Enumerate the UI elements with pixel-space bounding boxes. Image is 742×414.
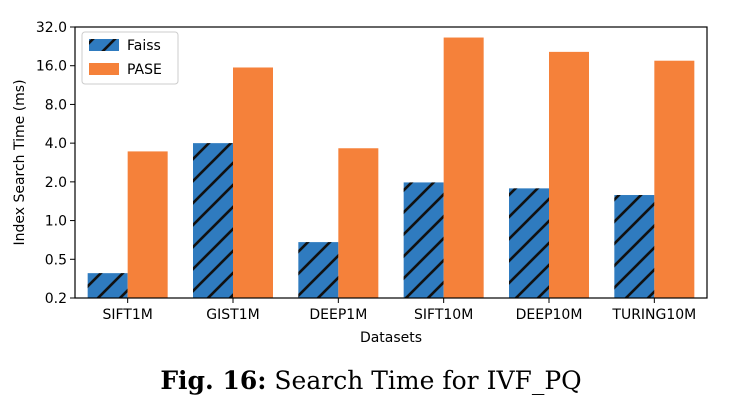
legend: Faiss PASE xyxy=(81,31,179,85)
y-tick-label: 1.0 xyxy=(45,214,67,230)
x-tick-label: DEEP10M xyxy=(516,307,583,323)
x-tick-label: TURING10M xyxy=(611,307,696,323)
bar-chart: 0.2 0.5 1.0 2.0 4.0 8.0 16.0 32.0 SIFT1M GIST1M D… xyxy=(12,20,708,346)
legend-swatch-faiss-hatch xyxy=(89,39,119,51)
x-axis-ticks: SIFT1M GIST1M DEEP1M SIFT10M DEEP10M TURING10… xyxy=(102,298,696,323)
y-axis-ticks: 0.2 0.5 1.0 2.0 4.0 8.0 16.0 32.0 xyxy=(36,20,75,307)
y-tick-label: 0.2 xyxy=(45,291,67,307)
bar-pase-sift1m xyxy=(127,151,168,298)
bar-pase-sift10m xyxy=(443,37,484,299)
bar-hatch-faiss-deep1m xyxy=(298,242,339,298)
x-axis-label: Datasets xyxy=(360,330,422,346)
bar-pase-deep1m xyxy=(338,148,379,298)
bar-pase-deep10m xyxy=(549,51,589,298)
bar-hatch-faiss-turing10m xyxy=(614,195,655,298)
bar-hatch-faiss-sift1m xyxy=(87,273,128,298)
legend-swatch-pase xyxy=(89,63,119,75)
figure-caption-text: Search Time for IVF_PQ xyxy=(274,366,582,395)
bar-hatch-faiss-sift10m xyxy=(403,182,444,298)
y-tick-label: 8.0 xyxy=(45,97,67,113)
bars-layer xyxy=(87,37,695,299)
x-tick-label: SIFT10M xyxy=(414,307,473,323)
bar-pase-gist1m xyxy=(233,67,273,298)
figure-caption-label: Fig. 16: xyxy=(160,366,267,395)
x-tick-label: GIST1M xyxy=(206,307,259,323)
y-tick-label: 16.0 xyxy=(36,59,67,75)
y-tick-label: 32.0 xyxy=(36,20,67,36)
legend-label-faiss: Faiss xyxy=(127,38,161,54)
bar-hatch-faiss-deep10m xyxy=(509,188,549,298)
x-tick-label: DEEP1M xyxy=(309,307,367,323)
bar-hatch-faiss-gist1m xyxy=(193,143,233,298)
y-tick-label: 0.5 xyxy=(45,252,67,268)
x-tick-label: SIFT1M xyxy=(102,307,152,323)
y-tick-label: 2.0 xyxy=(45,175,67,191)
legend-label-pase: PASE xyxy=(127,62,162,78)
y-axis-label: Index Search Time (ms) xyxy=(12,79,28,245)
plot-frame xyxy=(74,26,708,299)
bar-pase-turing10m xyxy=(654,60,695,299)
y-tick-label: 4.0 xyxy=(45,136,67,152)
figure-caption: Fig. 16: Search Time for IVF_PQ xyxy=(0,366,742,395)
